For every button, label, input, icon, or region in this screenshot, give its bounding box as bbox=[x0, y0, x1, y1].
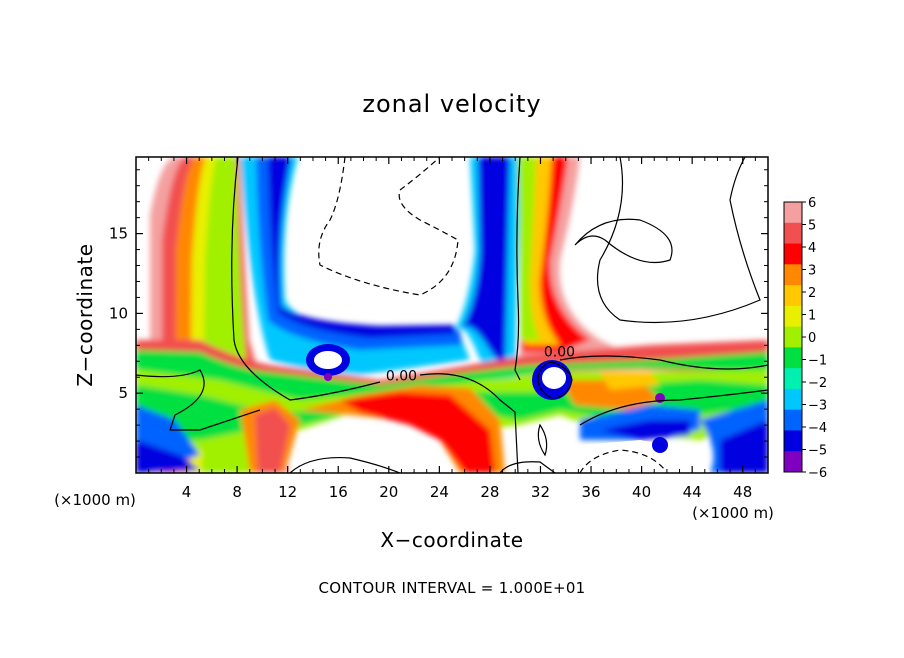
x-axis-label: X−coordinate bbox=[380, 528, 523, 552]
colorbar-tick-label: 1 bbox=[808, 309, 816, 324]
x-tick-label: 40 bbox=[632, 483, 651, 501]
x-unit-left-label: (×1000 m) bbox=[54, 491, 136, 509]
contour-lines bbox=[136, 157, 768, 473]
contour-zero-lower-left bbox=[136, 369, 261, 431]
y-axis-label: Z−coordinate bbox=[73, 243, 97, 386]
colorbar-tick-label: 2 bbox=[808, 286, 816, 301]
contour-interval-note: CONTOUR INTERVAL = 1.000E+01 bbox=[318, 579, 585, 597]
contour-loop-3 bbox=[537, 423, 548, 457]
contour-zero-lower-right bbox=[579, 389, 768, 426]
colorbar-swatch bbox=[784, 285, 802, 307]
colorbar-swatch bbox=[784, 430, 802, 452]
dashed-contours bbox=[318, 157, 666, 473]
colorbar-swatch bbox=[784, 264, 802, 286]
contour-loop-1 bbox=[574, 218, 673, 264]
colorbar-tick-label: 0 bbox=[808, 331, 816, 346]
colorbar-tick-label: −2 bbox=[808, 376, 827, 391]
colorbar-swatch bbox=[784, 202, 802, 224]
colorbar-tick-label: 3 bbox=[808, 264, 816, 279]
field-layer bbox=[136, 157, 768, 473]
colorbar-swatch bbox=[784, 368, 802, 390]
contour-loop-2 bbox=[596, 157, 761, 324]
x-tick-label: 20 bbox=[379, 483, 398, 501]
colorbar-swatch bbox=[784, 347, 802, 369]
contour-bottom-1 bbox=[289, 456, 401, 473]
dashed-contour-2 bbox=[579, 449, 666, 473]
colorbar-swatch bbox=[784, 451, 802, 473]
colorbar-tick-label: −4 bbox=[808, 421, 827, 436]
x-axis: 4 8 12 16 20 24 28 32 36 40 44 48 bbox=[148, 157, 756, 501]
colorbar-swatch bbox=[784, 326, 802, 348]
colorbar-tick-label: 6 bbox=[808, 196, 816, 211]
x-tick-label: 32 bbox=[531, 483, 550, 501]
contour-label: 0.00 bbox=[544, 344, 575, 360]
dashed-contour-1 bbox=[318, 157, 459, 296]
y-tick-label: 5 bbox=[118, 384, 128, 402]
contour-label-layer: 0.00 0.00 bbox=[386, 344, 575, 384]
contour-zero-left bbox=[231, 157, 381, 401]
colorbar-tick-label: −3 bbox=[808, 399, 827, 414]
x-tick-label: 4 bbox=[182, 483, 192, 501]
colorbar-swatch bbox=[784, 388, 802, 411]
colorbar-swatch bbox=[784, 222, 802, 245]
colorbar-tick-label: −5 bbox=[808, 444, 827, 459]
colorbar-tick-label: 5 bbox=[808, 219, 816, 234]
x-tick-label: 24 bbox=[430, 483, 449, 501]
x-tick-label: 8 bbox=[232, 483, 242, 501]
x-tick-label: 44 bbox=[683, 483, 702, 501]
colorbar-swatch bbox=[784, 409, 802, 431]
x-tick-label: 16 bbox=[329, 483, 348, 501]
x-tick-label: 36 bbox=[581, 483, 600, 501]
x-tick-label: 12 bbox=[278, 483, 297, 501]
x-tick-label: 48 bbox=[733, 483, 752, 501]
colorbar-tick-label: 4 bbox=[808, 241, 816, 256]
x-unit-right-label: (×1000 m) bbox=[692, 504, 774, 522]
contour-zero-column bbox=[514, 157, 521, 381]
contour-label: 0.00 bbox=[386, 368, 417, 384]
colorbar-swatch bbox=[784, 305, 802, 328]
y-tick-label: 10 bbox=[109, 304, 128, 322]
chart-title: zonal velocity bbox=[362, 90, 541, 118]
colorbar-swatch bbox=[784, 243, 802, 265]
colorbar-tick-label: −6 bbox=[808, 466, 827, 481]
colorbar-tick-label: −1 bbox=[808, 354, 827, 369]
contour-loop-4 bbox=[537, 361, 573, 399]
x-tick-label: 28 bbox=[480, 483, 499, 501]
contour-zero-right bbox=[559, 355, 768, 370]
y-tick-label: 15 bbox=[109, 225, 128, 243]
y-axis: 5 10 15 bbox=[109, 169, 768, 458]
contour-zero-mid bbox=[419, 373, 519, 473]
colorbar: 6 5 4 3 2 1 0 −1 −2 −3 −4 −5 −6 bbox=[783, 196, 827, 481]
